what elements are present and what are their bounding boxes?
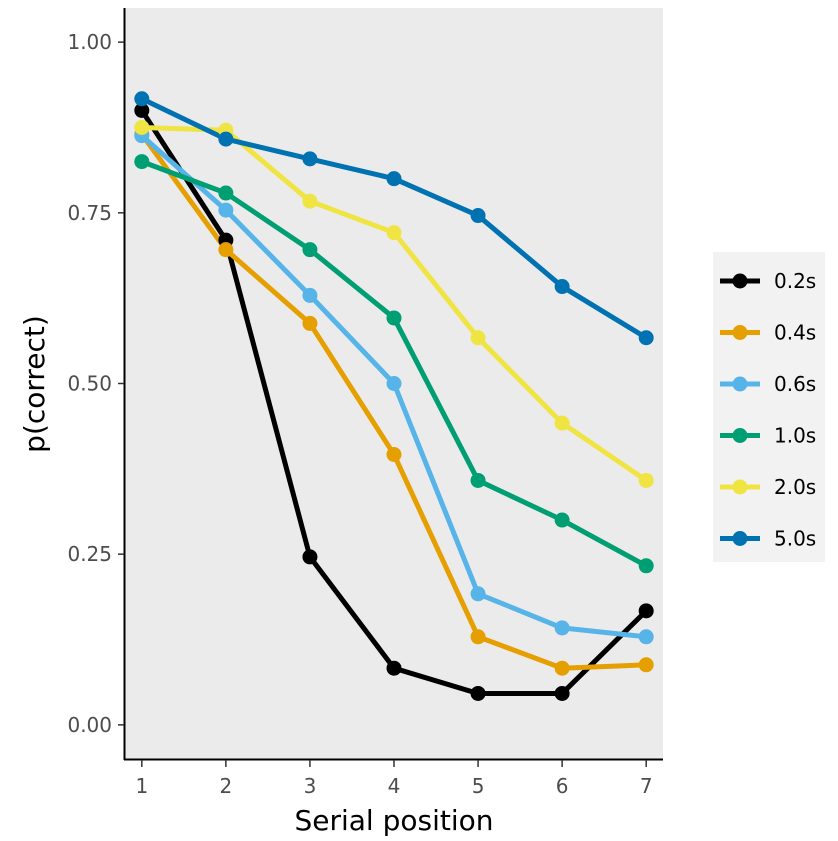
x-tick-label: 6 <box>556 774 569 798</box>
data-point-1.0s <box>218 185 234 201</box>
data-point-5.0s <box>218 131 234 147</box>
y-ticks: 0.00 0.25 0.50 0.75 1.00 <box>67 30 124 737</box>
x-ticks: 1 2 3 4 5 6 7 <box>135 760 653 798</box>
data-point-1.0s <box>470 472 486 488</box>
legend-key-point <box>732 479 748 495</box>
y-axis-title: p(correct) <box>18 315 51 453</box>
data-point-0.4s <box>386 447 402 463</box>
data-point-0.4s <box>470 629 486 645</box>
y-tick-label: 0.75 <box>67 201 112 225</box>
data-point-0.6s <box>470 586 486 602</box>
x-tick-label: 1 <box>135 774 148 798</box>
data-point-0.2s <box>554 685 570 701</box>
x-tick-label: 4 <box>388 774 401 798</box>
data-point-1.0s <box>638 558 654 574</box>
legend-key-point <box>732 428 748 443</box>
x-axis-title: Serial position <box>294 804 493 837</box>
data-point-0.4s <box>638 657 654 673</box>
data-point-0.6s <box>386 376 402 391</box>
y-tick-label: 1.00 <box>67 30 112 54</box>
data-point-0.6s <box>554 620 570 636</box>
data-point-5.0s <box>638 330 654 346</box>
data-point-0.6s <box>218 202 234 218</box>
data-point-0.2s <box>134 102 150 118</box>
data-point-1.0s <box>134 154 150 170</box>
data-point-0.6s <box>302 287 318 303</box>
x-tick-label: 2 <box>220 774 233 798</box>
data-point-5.0s <box>134 91 150 107</box>
data-point-2.0s <box>638 472 654 488</box>
data-point-5.0s <box>470 208 486 224</box>
data-point-5.0s <box>554 279 570 295</box>
data-point-2.0s <box>554 415 570 431</box>
data-point-0.2s <box>386 660 402 676</box>
data-point-0.2s <box>470 685 486 701</box>
legend-label: 0.2s <box>774 269 816 293</box>
data-point-0.4s <box>554 660 570 676</box>
data-point-2.0s <box>134 119 150 135</box>
data-point-0.2s <box>638 603 654 619</box>
data-point-5.0s <box>386 171 402 187</box>
legend: 0.2s 0.4s 0.6s 1.0s 2.0s 5.0s <box>720 269 816 551</box>
legend-key-point <box>732 273 748 289</box>
legend-key-point <box>732 531 748 546</box>
legend-background <box>713 252 825 562</box>
legend-label: 5.0s <box>774 527 816 551</box>
data-point-5.0s <box>302 151 318 167</box>
legend-label: 1.0s <box>774 424 816 448</box>
legend-key-point <box>732 325 748 340</box>
legend-label: 0.6s <box>774 372 816 396</box>
data-point-0.4s <box>302 315 318 331</box>
data-point-0.2s <box>302 549 318 565</box>
data-point-2.0s <box>470 330 486 346</box>
data-point-1.0s <box>386 310 402 326</box>
data-point-2.0s <box>386 225 402 241</box>
x-tick-label: 5 <box>472 774 485 798</box>
x-tick-label: 7 <box>640 774 653 798</box>
legend-key-point <box>732 376 748 392</box>
series-layer <box>134 91 654 701</box>
data-point-1.0s <box>302 242 318 258</box>
y-tick-label: 0.50 <box>67 372 112 396</box>
x-tick-label: 3 <box>304 774 317 798</box>
data-point-2.0s <box>302 193 318 209</box>
legend-label: 0.4s <box>774 321 816 345</box>
y-tick-label: 0.25 <box>67 542 112 566</box>
data-point-0.6s <box>638 629 654 645</box>
data-point-1.0s <box>554 512 570 528</box>
y-tick-label: 0.00 <box>67 713 112 737</box>
data-point-0.4s <box>218 242 234 258</box>
legend-label: 2.0s <box>774 475 816 499</box>
